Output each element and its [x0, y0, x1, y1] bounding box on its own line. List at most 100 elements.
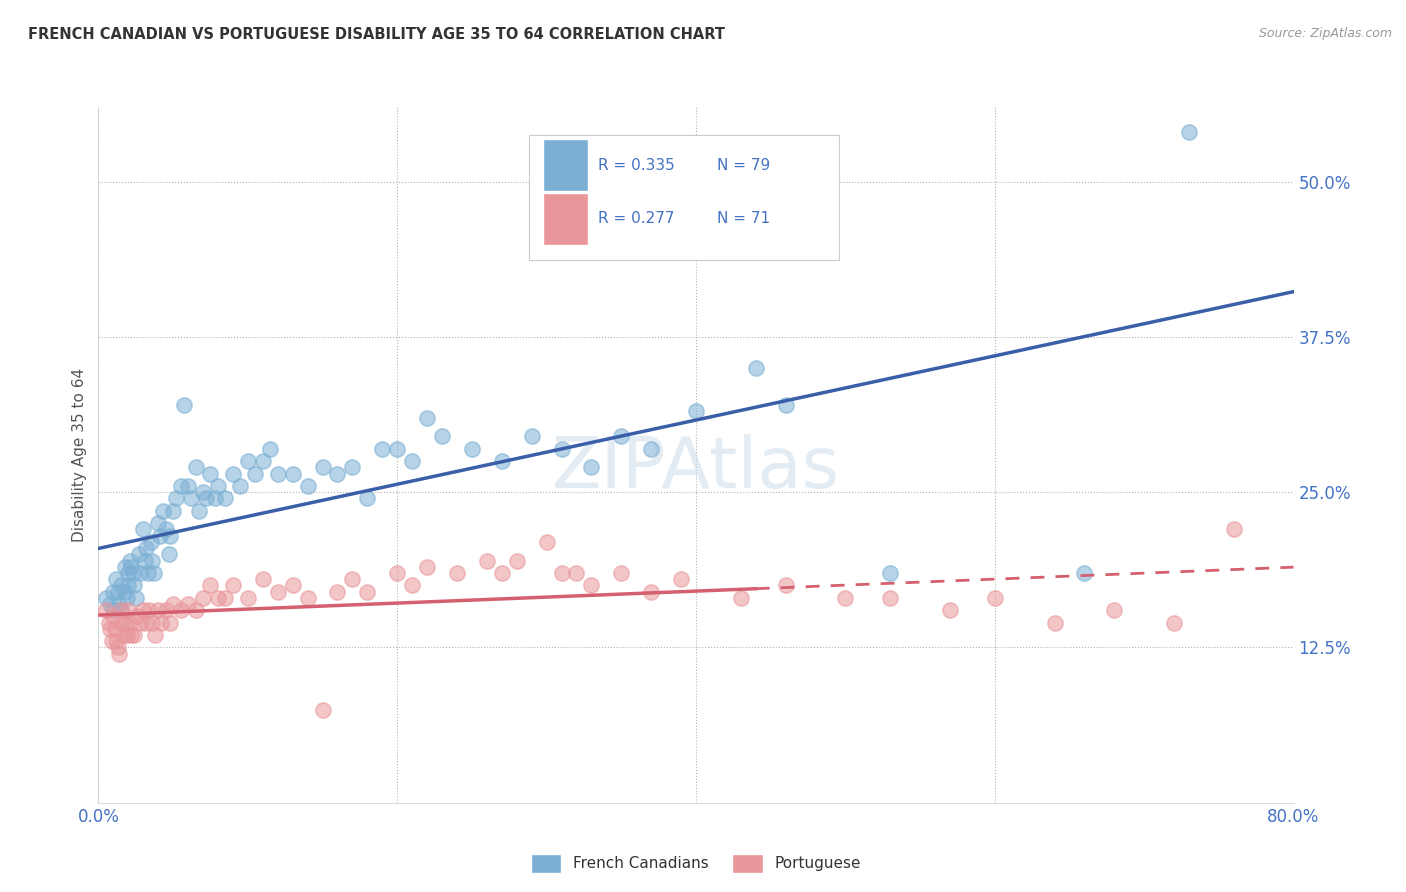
- Text: N = 71: N = 71: [717, 211, 770, 227]
- Point: [200, 467, 222, 481]
- Point: [159, 529, 181, 543]
- Point: [97, 615, 120, 630]
- Text: R = 0.277: R = 0.277: [598, 211, 675, 227]
- Point: [191, 485, 214, 500]
- Point: [550, 566, 572, 580]
- Point: [939, 603, 962, 617]
- Point: [207, 591, 229, 605]
- Point: [311, 460, 333, 475]
- Point: [775, 578, 797, 592]
- Point: [342, 572, 364, 586]
- Point: [112, 628, 135, 642]
- Point: [180, 491, 202, 506]
- Point: [214, 491, 236, 506]
- Text: R = 0.335: R = 0.335: [598, 158, 675, 173]
- Point: [118, 615, 141, 630]
- Point: [401, 578, 423, 592]
- Point: [118, 553, 141, 567]
- Point: [150, 615, 173, 630]
- Point: [281, 578, 304, 592]
- Point: [132, 603, 155, 617]
- Point: [101, 634, 124, 648]
- Point: [155, 603, 177, 617]
- Point: [105, 634, 128, 648]
- Point: [114, 584, 136, 599]
- Y-axis label: Disability Age 35 to 64: Disability Age 35 to 64: [72, 368, 87, 542]
- Point: [745, 361, 768, 376]
- Point: [134, 553, 156, 567]
- Point: [214, 591, 236, 605]
- Point: [103, 584, 125, 599]
- Point: [200, 578, 222, 592]
- Point: [669, 572, 692, 586]
- Point: [222, 467, 245, 481]
- Point: [491, 566, 513, 580]
- Point: [148, 516, 170, 531]
- Point: [730, 591, 752, 605]
- Point: [506, 553, 529, 567]
- FancyBboxPatch shape: [529, 135, 839, 260]
- Point: [536, 535, 558, 549]
- Point: [110, 603, 132, 617]
- Point: [135, 615, 157, 630]
- Point: [252, 572, 274, 586]
- Point: [132, 523, 155, 537]
- Point: [115, 628, 138, 642]
- Point: [120, 559, 142, 574]
- Point: [120, 628, 142, 642]
- Point: [326, 584, 349, 599]
- Point: [94, 591, 117, 605]
- Point: [187, 504, 209, 518]
- Point: [565, 566, 588, 580]
- Point: [610, 429, 633, 443]
- Point: [267, 467, 290, 481]
- Point: [157, 547, 180, 561]
- Point: [1178, 125, 1201, 139]
- Point: [610, 566, 633, 580]
- Text: ZIPAtlas: ZIPAtlas: [553, 434, 839, 503]
- Point: [107, 640, 129, 655]
- Point: [111, 615, 134, 630]
- Point: [229, 479, 252, 493]
- Point: [108, 647, 131, 661]
- Point: [143, 628, 166, 642]
- Point: [416, 559, 439, 574]
- Point: [117, 566, 139, 580]
- Point: [550, 442, 572, 456]
- Point: [983, 591, 1005, 605]
- Point: [326, 467, 349, 481]
- Point: [775, 398, 797, 412]
- Point: [581, 460, 603, 475]
- Point: [135, 541, 157, 555]
- Point: [165, 491, 187, 506]
- Point: [184, 460, 207, 475]
- Point: [121, 566, 143, 580]
- Point: [110, 578, 132, 592]
- Point: [104, 622, 127, 636]
- Point: [385, 442, 409, 456]
- Point: [107, 584, 129, 599]
- Point: [125, 591, 148, 605]
- Point: [640, 442, 662, 456]
- Point: [446, 566, 468, 580]
- Point: [342, 460, 364, 475]
- Point: [98, 597, 122, 611]
- Point: [141, 615, 163, 630]
- Point: [236, 591, 259, 605]
- Point: [162, 597, 184, 611]
- Point: [1073, 566, 1095, 580]
- Point: [94, 603, 117, 617]
- Point: [128, 547, 150, 561]
- Point: [124, 578, 146, 592]
- Point: [640, 584, 662, 599]
- Point: [581, 578, 603, 592]
- Point: [461, 442, 484, 456]
- Point: [142, 566, 165, 580]
- Point: [879, 566, 901, 580]
- Point: [371, 442, 394, 456]
- Point: [114, 559, 136, 574]
- Point: [222, 578, 245, 592]
- Point: [475, 553, 498, 567]
- FancyBboxPatch shape: [543, 139, 588, 191]
- Point: [204, 491, 226, 506]
